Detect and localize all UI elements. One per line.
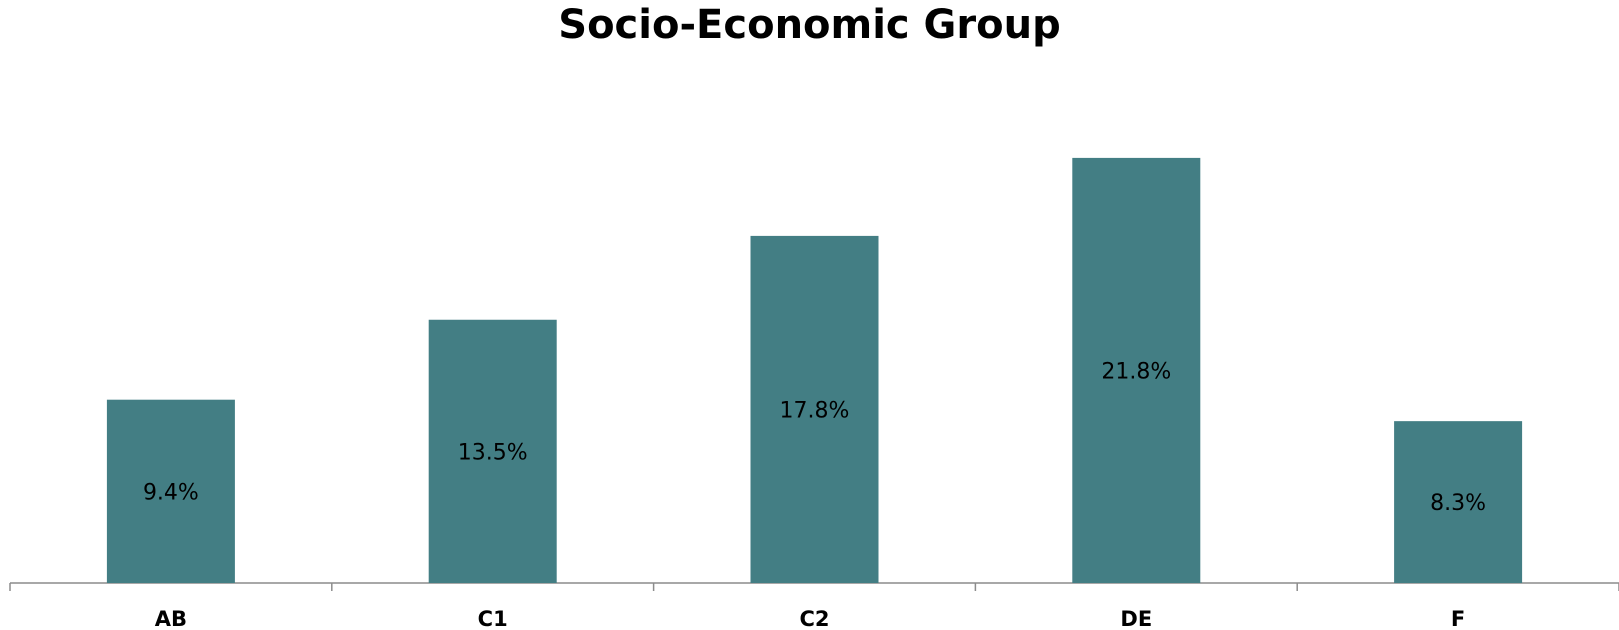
data-label: 21.8% (1101, 359, 1171, 384)
bar (428, 319, 557, 583)
chart-title: Socio-Economic Group (558, 2, 1061, 48)
bar (750, 235, 879, 583)
data-label: 9.4% (143, 480, 199, 505)
x-tick-label: C2 (799, 607, 829, 630)
x-tick-label: DE (1120, 607, 1152, 630)
x-tick-label: AB (155, 607, 187, 630)
bar (1394, 421, 1523, 583)
data-label: 13.5% (458, 440, 528, 465)
x-tick-label: F (1451, 607, 1465, 630)
data-label: 17.8% (780, 398, 850, 423)
bar (1072, 157, 1201, 583)
x-tick-label: C1 (478, 607, 508, 630)
data-label: 8.3% (1430, 491, 1486, 516)
bar (106, 399, 235, 583)
